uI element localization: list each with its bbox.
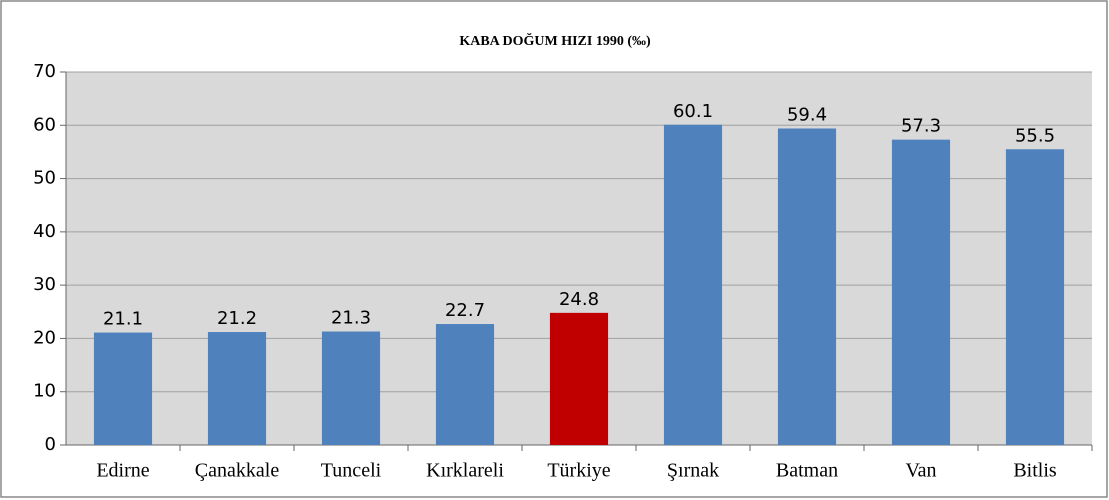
x-tick-label: Kırklareli: [426, 460, 504, 482]
y-tick-label: 30: [33, 274, 56, 295]
bar: [663, 124, 723, 445]
y-tick-label: 10: [33, 381, 56, 402]
data-label: 21.1: [103, 309, 143, 330]
bar: [549, 312, 609, 445]
bar: [435, 324, 495, 445]
x-tick-label: Van: [905, 460, 936, 482]
y-tick-label: 0: [45, 434, 56, 455]
bar: [1005, 149, 1065, 445]
x-tick-label: Batman: [776, 460, 838, 482]
bar: [93, 332, 153, 445]
data-label: 22.7: [445, 300, 485, 321]
y-tick-label: 60: [33, 114, 56, 135]
bar: [891, 139, 951, 445]
y-tick-label: 50: [33, 168, 56, 189]
chart-title: KABA DOĞUM HIZI 1990 (‰): [459, 32, 651, 49]
x-tick-label: Şırnak: [667, 460, 719, 482]
x-tick-label: Bitlis: [1013, 460, 1057, 482]
y-tick-label: 40: [33, 221, 56, 242]
x-tick-label: Türkiye: [547, 460, 610, 482]
x-tick-label: Tunceli: [321, 460, 382, 482]
data-label: 60.1: [673, 101, 713, 122]
data-label: 24.8: [559, 289, 599, 310]
bar: [777, 128, 837, 446]
x-tick-label: Edirne: [96, 460, 149, 482]
data-label: 57.3: [901, 116, 941, 137]
y-tick-label: 20: [33, 327, 56, 348]
data-label: 59.4: [787, 104, 827, 125]
data-label: 21.2: [217, 308, 257, 329]
data-label: 55.5: [1015, 125, 1055, 146]
bar: [207, 332, 267, 445]
x-tick-label: Çanakkale: [195, 460, 280, 482]
data-label: 21.3: [331, 308, 371, 329]
y-tick-label: 70: [33, 61, 56, 82]
bar: [321, 331, 381, 445]
